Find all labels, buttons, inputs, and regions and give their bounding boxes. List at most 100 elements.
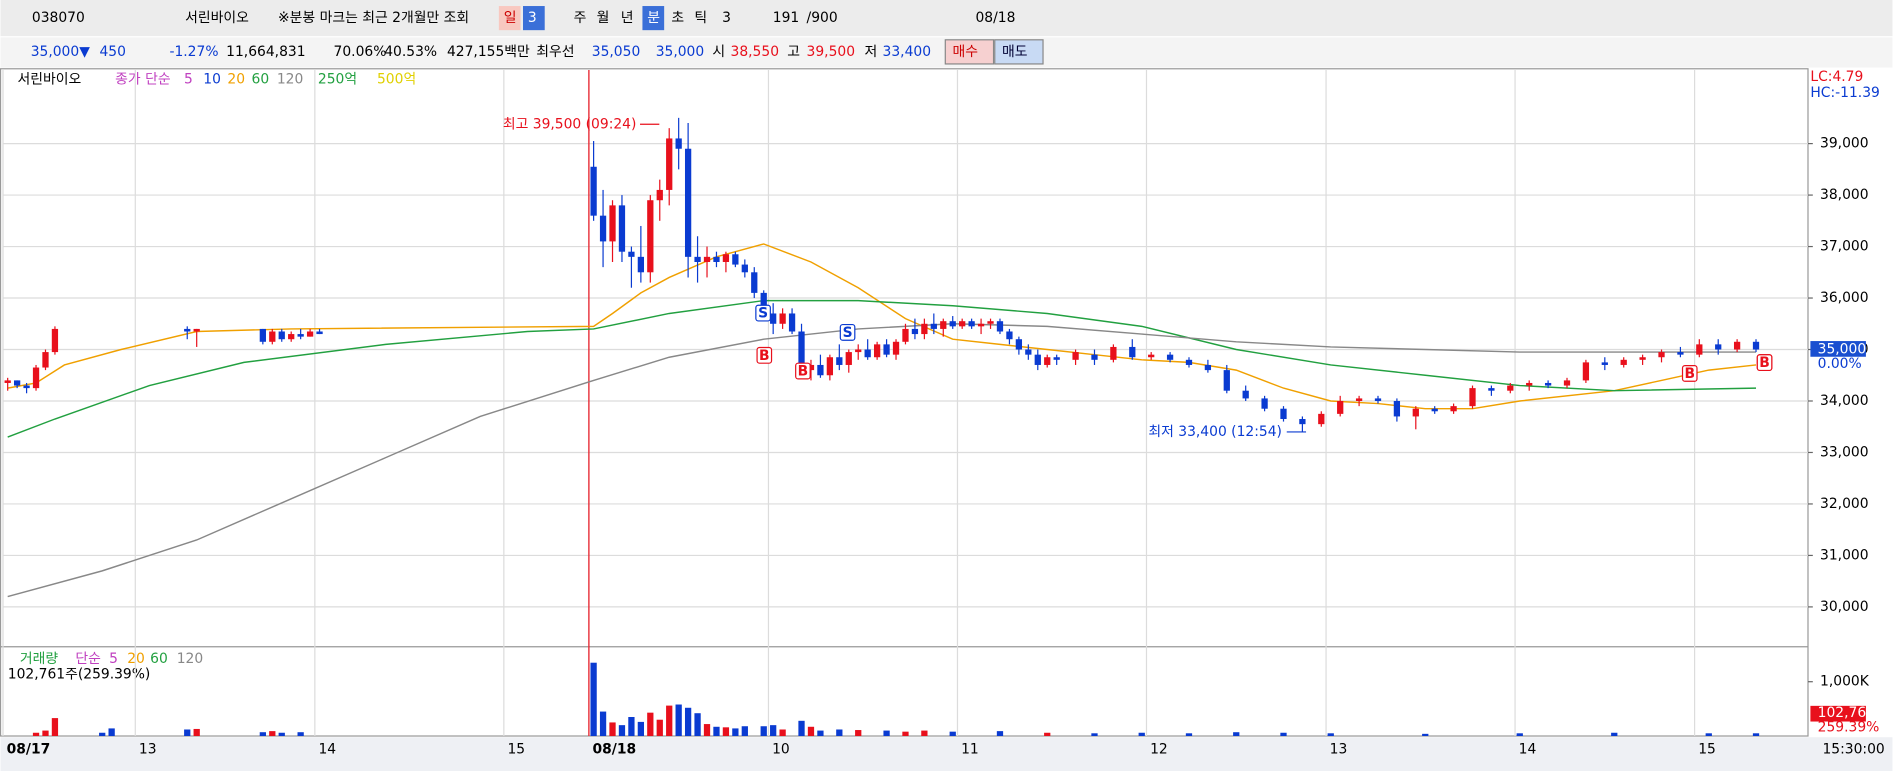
candle-body bbox=[817, 364, 824, 376]
candle-body bbox=[1374, 398, 1382, 401]
candle-body bbox=[23, 385, 30, 389]
toolbar-item[interactable]: 틱 bbox=[694, 10, 707, 26]
volume-bar bbox=[99, 732, 106, 737]
volume-bar bbox=[666, 705, 673, 737]
candle-body bbox=[713, 256, 720, 262]
volume-bar bbox=[883, 730, 890, 737]
volume-bar bbox=[637, 721, 645, 737]
order-button[interactable] bbox=[944, 39, 995, 65]
candle-body bbox=[51, 328, 59, 353]
toolbar-item[interactable]: 3 bbox=[722, 10, 731, 26]
y-tick-label: 39,000 bbox=[1820, 136, 1869, 152]
candle-body bbox=[32, 367, 40, 389]
toolbar-item[interactable]: 08/18 bbox=[975, 10, 1015, 26]
toolbar-item[interactable]: 분 bbox=[647, 10, 660, 26]
volume-bar bbox=[259, 732, 266, 737]
legend-item: 10 bbox=[203, 72, 221, 88]
candle-body bbox=[996, 321, 1004, 332]
time-axis bbox=[0, 737, 1893, 771]
volume-bar bbox=[1280, 732, 1287, 737]
volume-bar bbox=[628, 717, 635, 737]
candle-body bbox=[1204, 364, 1212, 371]
candle-body bbox=[647, 200, 654, 273]
volume-bar bbox=[836, 729, 843, 737]
y-tick-label: 34,000 bbox=[1820, 393, 1869, 409]
candle-body bbox=[1393, 400, 1401, 417]
volume-legend-item: 60 bbox=[150, 651, 168, 667]
quote-item: 38,550 bbox=[731, 44, 779, 60]
candle-body bbox=[760, 292, 767, 314]
candle-body bbox=[1696, 344, 1703, 355]
candle-body bbox=[306, 331, 314, 337]
legend-item: 종가 단순 bbox=[115, 72, 171, 88]
volume-bar bbox=[278, 732, 285, 737]
candle-body bbox=[694, 256, 701, 262]
candle-body bbox=[193, 328, 200, 332]
y-tick-label: 33,000 bbox=[1820, 444, 1869, 460]
candle-body bbox=[921, 323, 928, 335]
candle-body bbox=[873, 344, 881, 358]
candle-body bbox=[1677, 352, 1684, 355]
quote-item[interactable]: 매도 bbox=[1002, 44, 1028, 60]
candle-body bbox=[826, 357, 834, 376]
toolbar-item[interactable]: /900 bbox=[807, 10, 838, 26]
volume-bar bbox=[269, 731, 276, 737]
toolbar-item[interactable]: 월 bbox=[597, 10, 610, 26]
candle-body bbox=[930, 323, 937, 329]
volume-bar bbox=[732, 728, 739, 737]
toolbar-item[interactable]: 초 bbox=[671, 10, 684, 26]
candle-body bbox=[892, 341, 900, 355]
toolbar-item[interactable]: 년 bbox=[621, 10, 634, 26]
signal-badge bbox=[839, 323, 856, 341]
candle-body bbox=[911, 328, 919, 335]
x-tick-label: 08/17 bbox=[7, 741, 51, 757]
x-tick-label: 14 bbox=[1519, 741, 1537, 757]
candle-body bbox=[259, 328, 266, 342]
volume-bar bbox=[760, 726, 767, 737]
x-tick-label: 13 bbox=[139, 741, 157, 757]
candle-body bbox=[1355, 398, 1363, 401]
x-tick-label: 12 bbox=[1150, 741, 1168, 757]
quote-item[interactable]: 매수 bbox=[953, 44, 979, 60]
toggle-bg bbox=[642, 6, 665, 31]
candle-body bbox=[779, 313, 786, 324]
signal-badge bbox=[755, 304, 771, 322]
volume-bar bbox=[1044, 732, 1051, 737]
candle-body bbox=[1044, 357, 1051, 365]
candle-body bbox=[1582, 362, 1590, 381]
legend-item: 서린바이오 bbox=[17, 72, 81, 88]
order-button[interactable] bbox=[994, 39, 1044, 65]
toolbar-item[interactable]: 일 bbox=[504, 10, 517, 26]
volume-bar bbox=[1091, 733, 1098, 737]
toolbar-item[interactable]: 3 bbox=[528, 10, 537, 26]
candle-body bbox=[684, 148, 692, 257]
toolbar-item[interactable]: 주 bbox=[574, 10, 587, 26]
candle-body bbox=[940, 321, 947, 329]
volume-bar bbox=[779, 729, 786, 737]
signal-badge bbox=[756, 346, 773, 364]
volume-bar bbox=[1233, 732, 1240, 737]
volume-bar bbox=[741, 726, 748, 737]
volume-bar bbox=[1752, 733, 1760, 737]
candle-body bbox=[1025, 349, 1032, 355]
volume-bar bbox=[817, 730, 824, 737]
toolbar-item[interactable]: 191 bbox=[773, 10, 799, 26]
legend-item: 250억 bbox=[318, 72, 357, 88]
volume-bar bbox=[694, 713, 701, 737]
volume-bar bbox=[1705, 733, 1712, 737]
candle-body bbox=[316, 331, 323, 335]
volume-bar bbox=[108, 728, 115, 737]
toolbar-item: ※분봉 마크는 최근 2개월만 조회 bbox=[278, 10, 469, 26]
volume-bar bbox=[618, 725, 626, 737]
x-tick-label: 11 bbox=[961, 741, 979, 757]
plot-area bbox=[0, 68, 1809, 737]
volume-bar bbox=[798, 720, 805, 737]
candle-body bbox=[1034, 354, 1041, 365]
legend-item: 5 bbox=[184, 72, 193, 88]
volume-bar bbox=[902, 731, 909, 737]
candle-body bbox=[1072, 352, 1079, 360]
candle-body bbox=[1318, 413, 1325, 425]
volume-bar bbox=[807, 726, 815, 737]
